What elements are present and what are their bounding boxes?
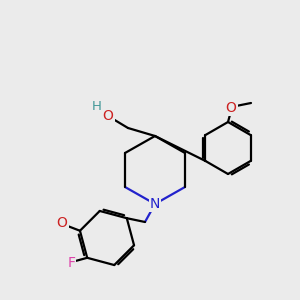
Text: O: O xyxy=(56,216,68,230)
Text: O: O xyxy=(103,109,113,123)
Text: F: F xyxy=(67,256,75,270)
Text: N: N xyxy=(150,197,160,211)
Text: H: H xyxy=(92,100,102,113)
Text: O: O xyxy=(226,101,236,115)
